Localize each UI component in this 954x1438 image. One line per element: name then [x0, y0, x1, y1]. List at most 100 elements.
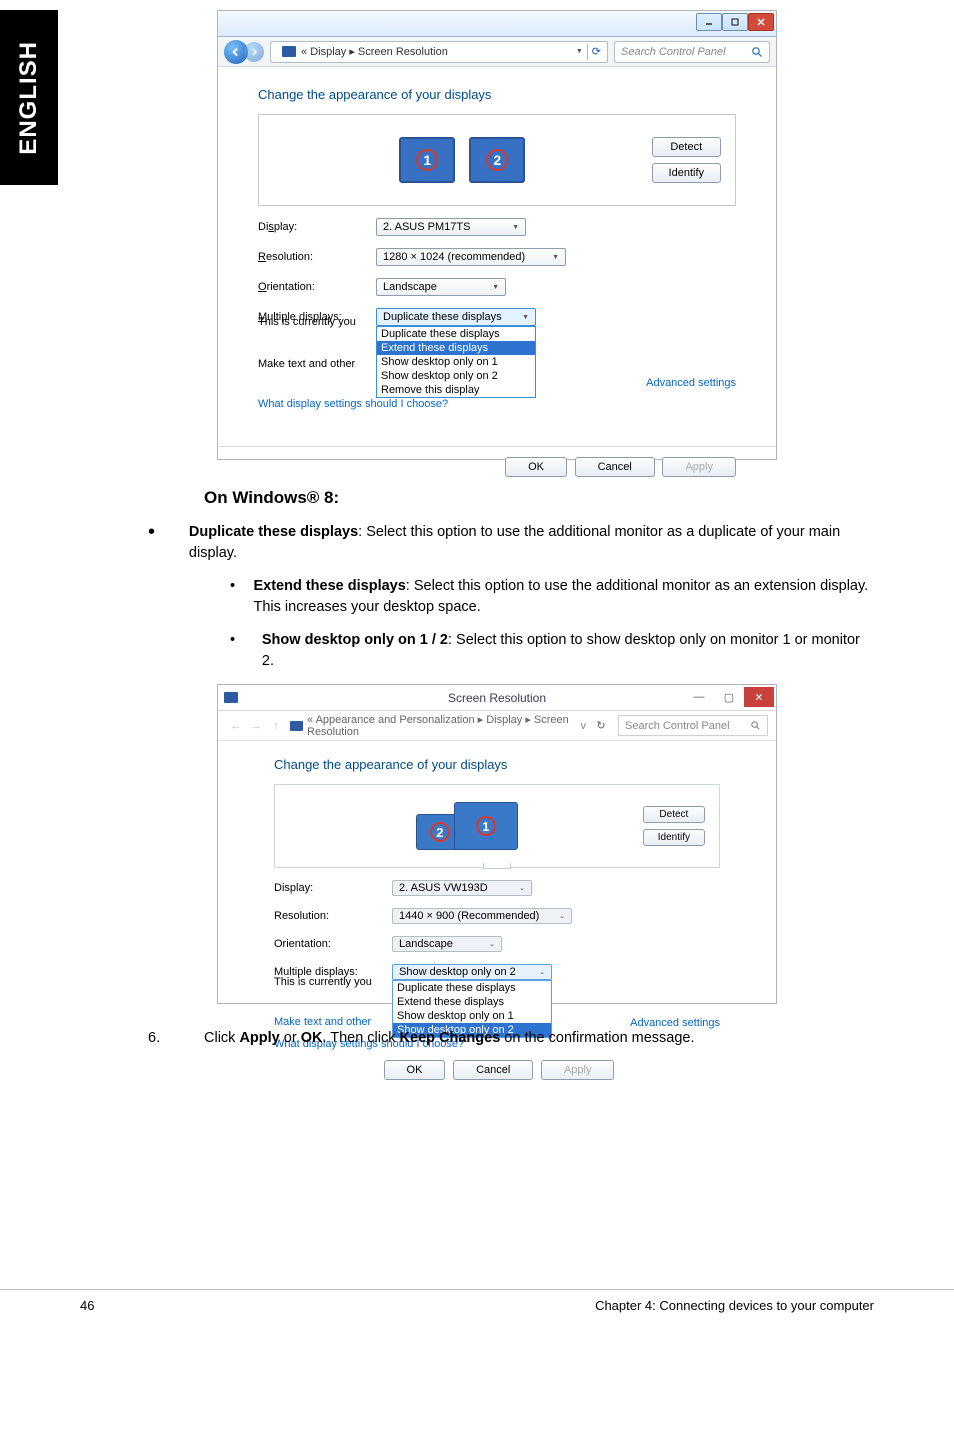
resolution-dropdown[interactable]: 1280 × 1024 (recommended)▼ [376, 248, 566, 266]
window-titlebar [218, 11, 776, 37]
cancel-button[interactable]: Cancel [453, 1060, 533, 1080]
detect-button[interactable]: Detect [652, 137, 721, 157]
orientation-dropdown[interactable]: Landscape⌄ [392, 936, 502, 952]
breadcrumb[interactable]: « Display ▸ Screen Resolution ▼ ⟳ [270, 41, 608, 63]
search-placeholder: Search Control Panel [621, 46, 726, 58]
search-icon [750, 720, 761, 731]
page-footer: 46 Chapter 4: Connecting devices to your… [0, 1289, 954, 1313]
monitor-number: 1 [476, 816, 496, 836]
close-button[interactable] [748, 13, 774, 31]
step-text: . Then click [322, 1030, 399, 1046]
make-text-prefix: Make text and other [274, 1016, 371, 1028]
monitor-number: 2 [486, 149, 508, 171]
maximize-button[interactable] [722, 13, 748, 31]
main-note-prefix: This is currently you [258, 316, 356, 328]
display-label: Display: [258, 221, 376, 233]
orientation-label: Orientation: [258, 281, 376, 293]
crumb-sep: ▸ [349, 45, 355, 58]
multiple-displays-dropdown[interactable]: Duplicate these displays▼ [376, 308, 536, 326]
bullet-marker: • [230, 630, 262, 672]
resolution-dropdown[interactable]: 1440 × 900 (Recommended)⌄ [392, 908, 572, 924]
cancel-button[interactable]: Cancel [575, 457, 655, 477]
advanced-settings-link[interactable]: Advanced settings [646, 377, 736, 389]
bullet-marker: • [230, 576, 253, 618]
orientation-label: Orientation: [274, 938, 392, 950]
close-button[interactable]: ✕ [744, 687, 774, 707]
crumb-dropdown-icon[interactable]: ▼ [576, 48, 583, 55]
ok-button[interactable]: OK [505, 457, 567, 477]
step-text: Click [204, 1030, 239, 1046]
identify-button[interactable]: Identify [643, 829, 705, 846]
what-settings-link[interactable]: What display settings should I choose? [258, 398, 448, 410]
orientation-value: Landscape [383, 281, 437, 293]
resolution-label: Resolution: [258, 251, 376, 263]
apply-button[interactable]: Apply [541, 1060, 615, 1080]
bullet-bold: Show desktop only on 1 / 2 [262, 632, 448, 648]
display-dropdown[interactable]: 2. ASUS PM17TS▼ [376, 218, 526, 236]
search-input[interactable]: Search Control Panel [618, 715, 768, 736]
maximize-button[interactable]: ▢ [714, 687, 744, 707]
monitor-1[interactable]: 1 [454, 802, 518, 850]
up-button[interactable]: ↑ [266, 720, 286, 732]
win8-screenshot: Screen Resolution — ▢ ✕ ← → ↑ « Appearan… [217, 684, 777, 1004]
window-title: Screen Resolution [448, 691, 546, 705]
section-heading: Change the appearance of your displays [258, 87, 736, 102]
multiple-displays-value: Duplicate these displays [383, 311, 502, 323]
back-button[interactable]: ← [226, 720, 246, 732]
search-placeholder: Search Control Panel [625, 720, 730, 732]
search-input[interactable]: Search Control Panel [614, 41, 770, 63]
step-bold: Apply [239, 1030, 279, 1046]
step-bold: Keep Changes [400, 1030, 501, 1046]
apply-button[interactable]: Apply [662, 457, 736, 477]
step-bold: OK [301, 1030, 323, 1046]
crumb-item: Screen Resolution [358, 46, 448, 58]
crumb-item: Display [310, 46, 346, 58]
forward-button[interactable] [244, 42, 264, 62]
step-number: 6. [148, 1028, 204, 1049]
bullet-show-only: • Show desktop only on 1 / 2: Select thi… [230, 630, 874, 672]
bullet-extend: • Extend these displays: Select this opt… [230, 576, 874, 618]
monitor-number: 1 [416, 149, 438, 171]
resolution-value: 1280 × 1024 (recommended) [383, 251, 525, 263]
identify-button[interactable]: Identify [652, 163, 721, 183]
monitor-icon [282, 46, 296, 57]
window-titlebar: Screen Resolution — ▢ ✕ [218, 685, 776, 711]
bullet-bold: Duplicate these displays [189, 524, 358, 540]
refresh-button[interactable]: ↻ [592, 719, 610, 732]
monitor-number: 2 [430, 822, 450, 842]
ok-button[interactable]: OK [384, 1060, 446, 1080]
main-note-prefix: This is currently you [274, 976, 372, 988]
bullet-duplicate: • Duplicate these displays: Select this … [148, 522, 874, 564]
detect-button[interactable]: Detect [643, 806, 705, 823]
bullet-marker: • [148, 522, 189, 564]
monitor-2[interactable]: 2 [469, 137, 525, 183]
multiple-displays-dropdown[interactable]: Show desktop only on 2⌄ [392, 964, 552, 980]
crumb-prefix: « [301, 46, 307, 58]
breadcrumb[interactable]: « Appearance and Personalization ▸ Displ… [307, 713, 575, 738]
display-preview: 1 2 Detect Identify [258, 114, 736, 206]
win7-screenshot: « Display ▸ Screen Resolution ▼ ⟳ Search… [217, 10, 777, 460]
orientation-value: Landscape [399, 938, 453, 950]
win8-heading: On Windows® 8: [204, 488, 874, 508]
resolution-label: Resolution: [274, 910, 392, 922]
refresh-icon[interactable]: ⟳ [592, 45, 601, 58]
forward-button[interactable]: → [246, 720, 266, 732]
bullet-bold: Extend these displays [253, 578, 405, 594]
make-text-prefix: Make text and other [258, 358, 355, 370]
step-text: on the confirmation message. [500, 1030, 694, 1046]
section-heading: Change the appearance of your displays [274, 757, 720, 772]
nav-bar: ← → ↑ « Appearance and Personalization ▸… [218, 711, 776, 741]
dialog-buttons: OK Cancel Apply [218, 446, 776, 487]
monitor-1[interactable]: 1 [399, 137, 455, 183]
chapter-title: Chapter 4: Connecting devices to your co… [595, 1298, 874, 1313]
monitor-icon [224, 692, 238, 703]
display-label: Display: [274, 882, 392, 894]
resolution-value: 1440 × 900 (Recommended) [399, 910, 539, 922]
minimize-button[interactable] [696, 13, 722, 31]
minimize-button[interactable]: — [684, 687, 714, 707]
orientation-dropdown[interactable]: Landscape▼ [376, 278, 506, 296]
resize-handle[interactable] [483, 863, 511, 869]
display-value: 2. ASUS VW193D [399, 882, 488, 894]
display-dropdown[interactable]: 2. ASUS VW193D⌄ [392, 880, 532, 896]
monitor-icon [290, 721, 303, 731]
